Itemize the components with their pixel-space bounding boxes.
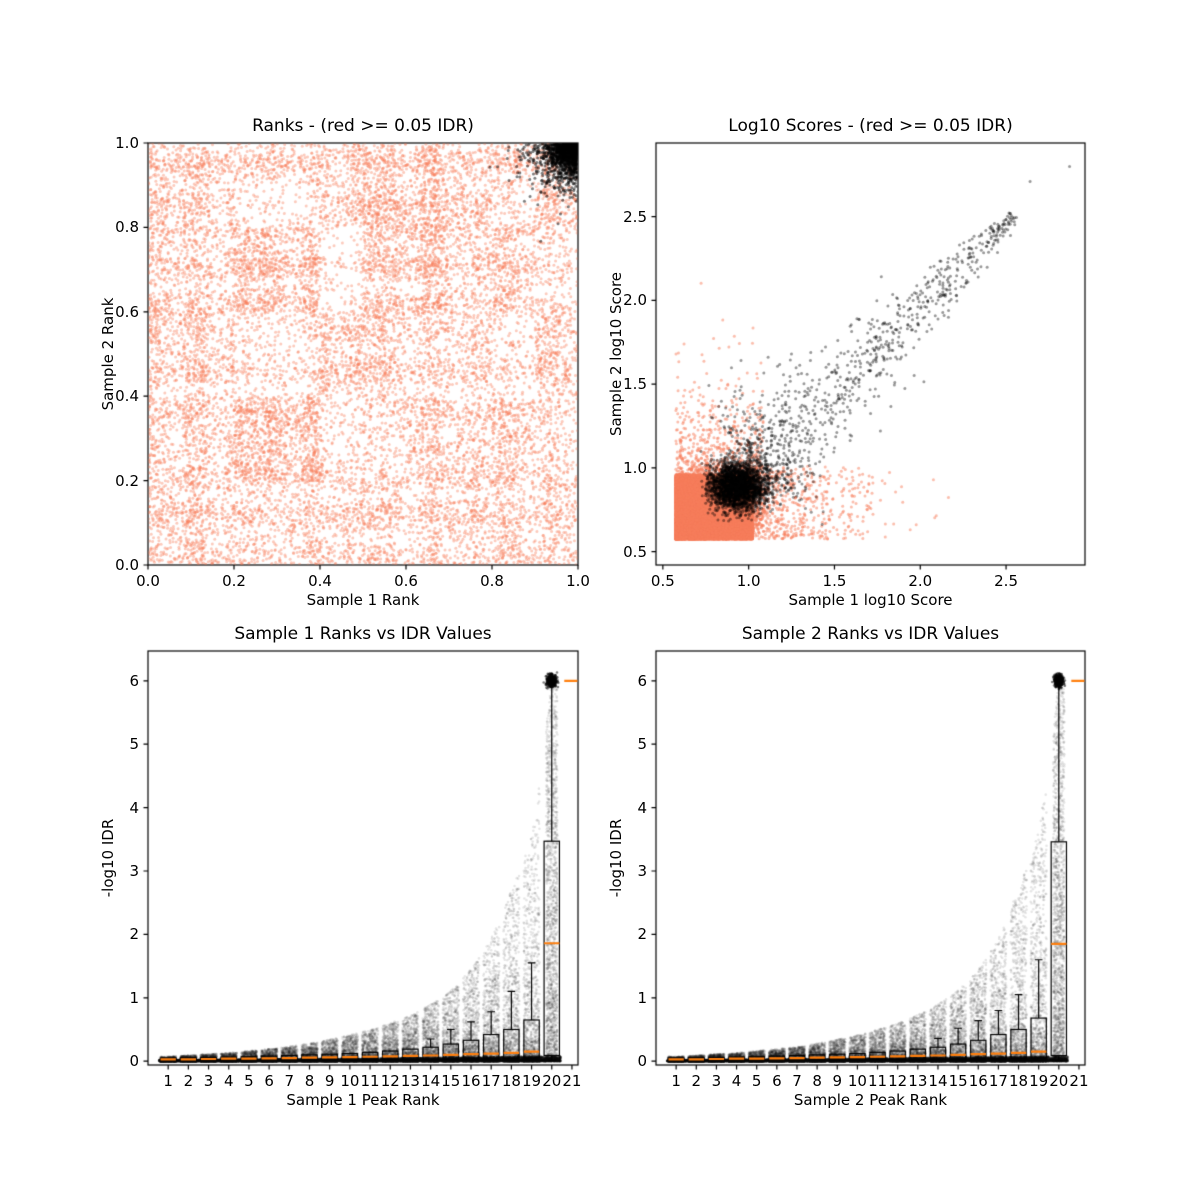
x-tick-label: 2	[691, 1072, 702, 1090]
chart-sample2-idr-title: Sample 2 Ranks vs IDR Values	[741, 624, 1000, 644]
x-tick-label: 14	[928, 1072, 948, 1090]
x-tick-label: 4	[223, 1072, 234, 1090]
x-tick-label: 3	[203, 1072, 214, 1090]
chart-sample1-idr-title: Sample 1 Ranks vs IDR Values	[234, 624, 492, 644]
x-tick-label: 10	[847, 1072, 867, 1090]
x-tick-label: 0.2	[222, 572, 246, 590]
y-tick-label: 1.0	[115, 134, 139, 152]
x-tick-label: 0.5	[650, 572, 675, 590]
y-tick-label: 0.5	[623, 542, 647, 561]
x-tick-label: 1	[163, 1072, 173, 1090]
chart-ranks-title: Ranks - (red >= 0.05 IDR)	[252, 116, 474, 136]
x-tick-label: 18	[501, 1072, 521, 1090]
x-tick-label: 21	[562, 1072, 582, 1090]
x-tick-label: 6	[264, 1072, 274, 1090]
x-tick-label: 9	[832, 1072, 843, 1090]
chart-sample2-idr-xlabel: Sample 2 Peak Rank	[793, 1091, 948, 1109]
x-tick-label: 16	[461, 1072, 481, 1090]
y-tick-label: 1.0	[623, 458, 647, 477]
x-tick-label: 13	[908, 1072, 928, 1090]
y-tick-label: 0.4	[115, 387, 139, 406]
y-tick-label: 0.0	[115, 556, 139, 574]
y-tick-label: 2.0	[623, 291, 647, 310]
x-tick-label: 15	[948, 1072, 968, 1090]
x-tick-label: 16	[968, 1072, 988, 1090]
x-tick-label: 8	[812, 1072, 822, 1090]
chart-sample1-idr-xlabel: Sample 1 Peak Rank	[286, 1091, 440, 1109]
y-tick-label: 4	[129, 798, 139, 817]
x-tick-label: 1.0	[736, 572, 761, 590]
x-tick-label: 5	[244, 1072, 254, 1090]
x-tick-label: 9	[324, 1072, 335, 1090]
x-tick-label: 6	[772, 1072, 782, 1090]
x-tick-label: 11	[360, 1072, 380, 1090]
y-tick-label: 2	[637, 925, 647, 944]
chart-sample2-idr-plot-canvas	[648, 643, 1093, 1073]
chart-ranks-xlabel: Sample 1 Rank	[306, 591, 420, 609]
y-tick-label: 1	[129, 988, 139, 1007]
x-tick-label: 2.5	[994, 572, 1018, 590]
x-tick-label: 7	[792, 1072, 802, 1090]
y-tick-label: 6	[129, 671, 139, 690]
chart-sample2-idr-ylabel: -log10 IDR	[607, 818, 625, 898]
y-tick-label: 0.2	[115, 471, 139, 490]
y-tick-label: 5	[637, 735, 647, 754]
x-tick-label: 0.0	[136, 572, 160, 590]
x-tick-label: 0.4	[308, 572, 332, 590]
x-tick-label: 8	[304, 1072, 315, 1090]
y-tick-label: 1.5	[623, 375, 647, 394]
chart-log10-scores-title: Log10 Scores - (red >= 0.05 IDR)	[728, 116, 1013, 136]
x-tick-label: 12	[888, 1072, 908, 1090]
x-tick-label: 13	[400, 1072, 420, 1090]
y-tick-label: 1	[637, 988, 647, 1007]
chart-sample1-idr-ylabel: -log10 IDR	[99, 818, 117, 898]
x-tick-label: 18	[1008, 1072, 1029, 1090]
x-tick-label: 0.6	[394, 572, 418, 590]
x-tick-label: 7	[284, 1072, 295, 1090]
x-tick-label: 17	[988, 1072, 1008, 1090]
x-tick-label: 12	[380, 1072, 400, 1090]
y-tick-label: 3	[637, 861, 647, 880]
x-tick-label: 1.0	[566, 572, 590, 590]
x-tick-label: 10	[340, 1072, 360, 1090]
y-tick-label: 2	[129, 925, 139, 944]
x-tick-label: 15	[441, 1072, 461, 1090]
chart-log10-scores-xlabel: Sample 1 log10 Score	[788, 591, 953, 609]
x-tick-label: 5	[751, 1072, 762, 1090]
y-tick-label: 4	[637, 798, 647, 817]
x-tick-label: 20	[1049, 1072, 1069, 1090]
y-tick-label: 6	[637, 671, 647, 690]
x-tick-label: 19	[1029, 1072, 1049, 1090]
x-tick-label: 1.5	[822, 572, 847, 590]
x-tick-label: 3	[711, 1072, 722, 1090]
x-tick-label: 20	[542, 1072, 562, 1090]
y-tick-label: 0	[637, 1052, 647, 1071]
x-tick-label: 1	[671, 1072, 681, 1090]
y-tick-label: 0.8	[115, 218, 139, 237]
chart-sample1-idr-plot-canvas	[140, 643, 586, 1073]
y-tick-label: 3	[129, 861, 139, 880]
x-tick-label: 0.8	[480, 572, 504, 590]
x-tick-label: 17	[481, 1072, 501, 1090]
y-tick-label: 5	[129, 735, 139, 754]
y-tick-label: 2.5	[623, 207, 647, 226]
x-tick-label: 4	[731, 1072, 742, 1090]
y-tick-label: 0.6	[115, 302, 139, 321]
chart-log10-scores-plot-canvas	[648, 135, 1093, 573]
x-tick-label: 19	[522, 1072, 542, 1090]
x-tick-label: 2	[183, 1072, 194, 1090]
y-tick-label: 0	[129, 1052, 139, 1071]
x-tick-label: 11	[868, 1072, 888, 1090]
chart-ranks-plot-canvas	[140, 135, 586, 573]
x-tick-label: 2.0	[908, 572, 933, 590]
x-tick-label: 21	[1069, 1072, 1089, 1090]
x-tick-label: 14	[421, 1072, 441, 1090]
